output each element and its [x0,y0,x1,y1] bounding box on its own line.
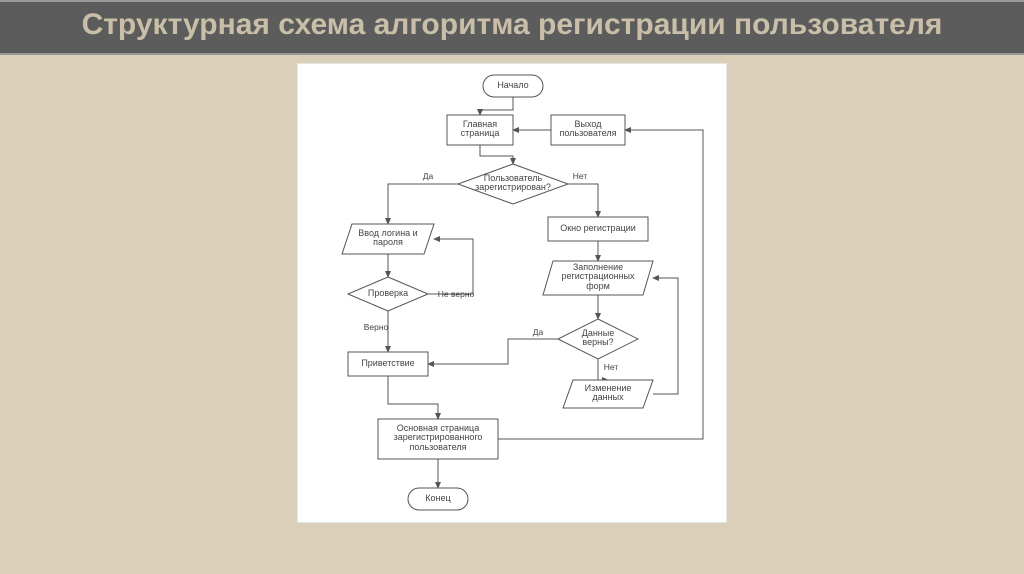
flowchart-node-main: Главная страница [442,120,518,140]
flowchart-node-login: Ввод логина и пароля [337,229,439,249]
flowchart-container: Да Нет Верно Не верно Да Нет Начало Главная стр… [0,63,1024,523]
flowchart-edge-label: Верно [364,322,389,332]
flowchart-node-change: Изменение данных [558,384,658,404]
flowchart-edge-label: Нет [604,362,618,372]
flowchart-node-isreg: Пользователь зарегистрирован? [453,174,573,194]
flowchart-node-regwin: Окно регистрации [543,224,653,234]
flowchart-node-fill: Заполнение регистрационных форм [538,263,658,293]
flowchart-node-dataok: Данные верны? [553,329,643,349]
slide-header: Структурная схема алгоритма регистрации … [0,0,1024,55]
flowchart-node-end: Конец [403,494,473,504]
flowchart-node-exit: Выход пользователя [546,120,630,140]
flowchart-node-authpg: Основная страница зарегистрированного по… [373,424,503,454]
flowchart-edge-label: Нет [573,171,587,181]
flowchart-node-start: Начало [478,81,548,91]
flowchart-edge-label: Не верно [438,289,475,299]
flowchart-canvas: Да Нет Верно Не верно Да Нет Начало Главная стр… [297,63,727,523]
slide-title: Структурная схема алгоритма регистрации … [0,8,1024,43]
flowchart-edge-label: Да [423,171,433,181]
flowchart-node-greet: Приветствие [343,359,433,369]
flowchart-node-check: Проверка [343,289,433,299]
flowchart-edge-label: Да [533,327,543,337]
